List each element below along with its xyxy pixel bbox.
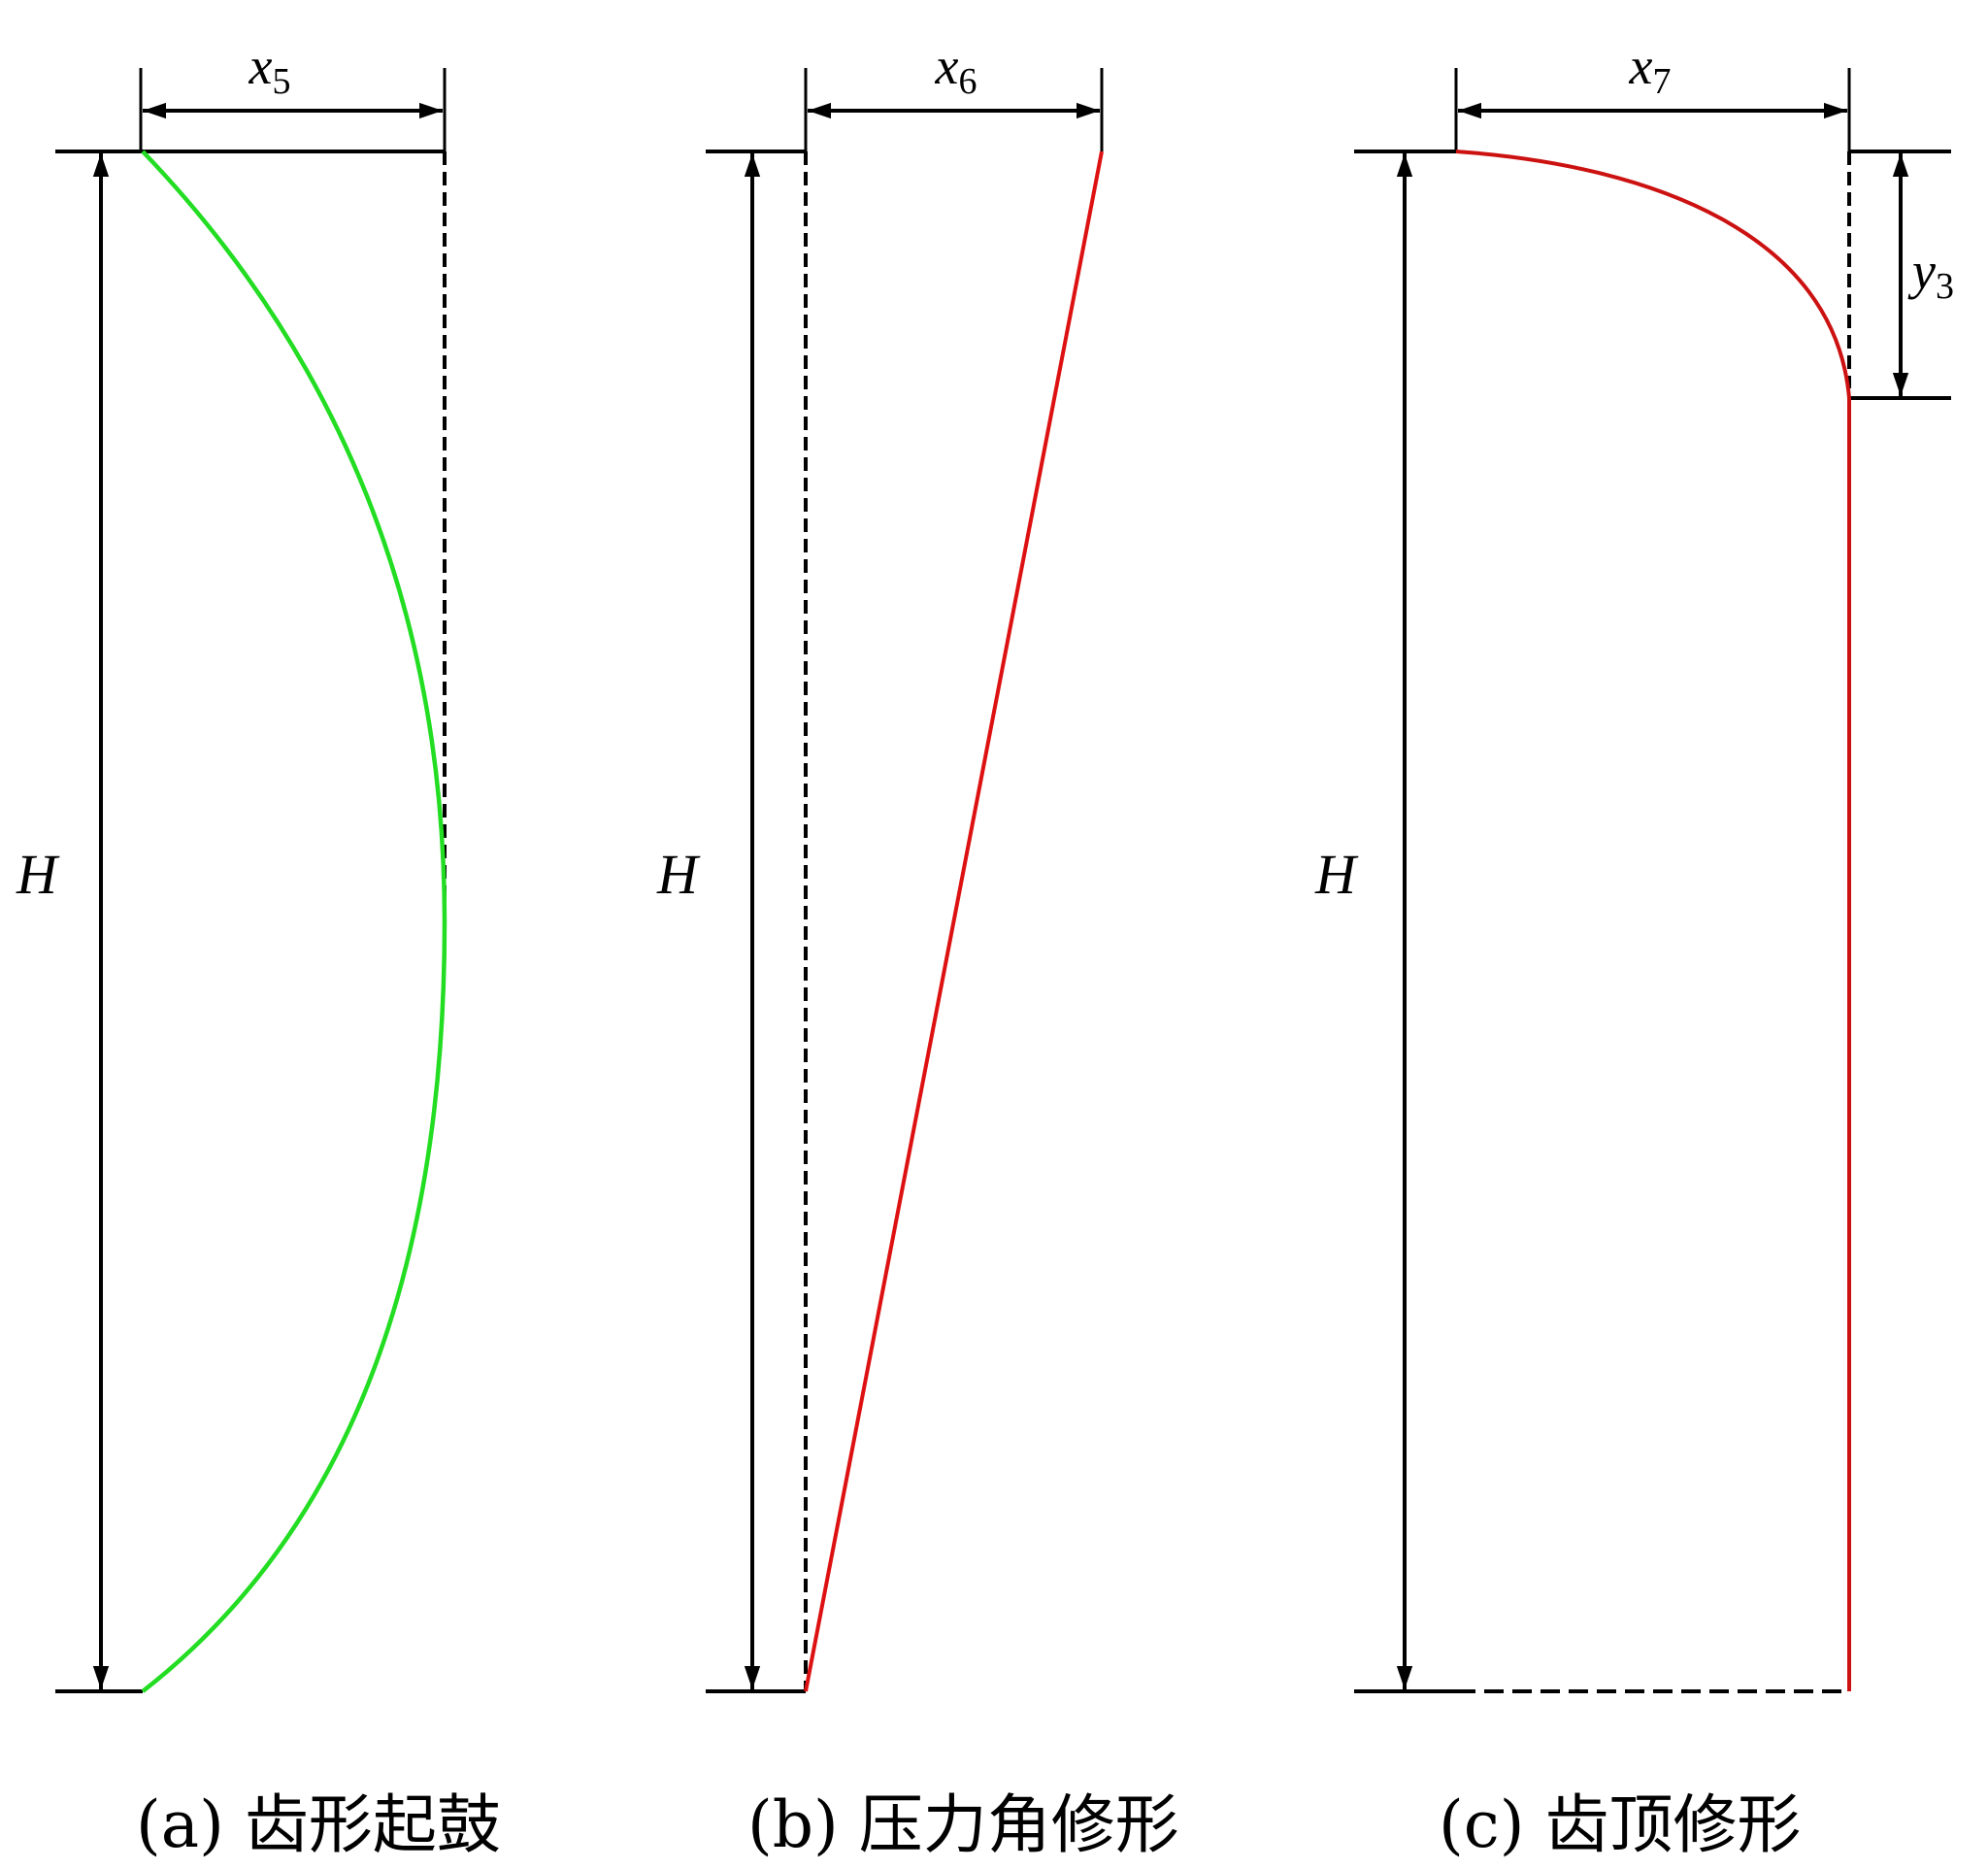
panel-c-tip-label: y3	[1907, 242, 1954, 307]
panel-a: x5 H (a) 齿形起鼓	[16, 37, 501, 1862]
panel-c: x7 y3 H (c) 齿顶修形	[1314, 37, 1954, 1862]
panel-a-caption: (a) 齿形起鼓	[136, 1787, 501, 1862]
panel-c-width-label: x7	[1629, 37, 1672, 102]
panel-c-caption: (c) 齿顶修形	[1439, 1787, 1801, 1862]
panel-b-caption: (b) 压力角修形	[747, 1787, 1179, 1862]
panel-b-width-label: x6	[935, 37, 977, 102]
panel-b: x6 H (b) 压力角修形	[656, 37, 1179, 1862]
panel-a-crowning-curve	[141, 150, 447, 1693]
panel-a-width-label: x5	[248, 37, 291, 102]
panel-b-height-label: H	[656, 843, 701, 906]
panel-c-tip-relief-curve	[1455, 150, 1851, 1691]
panel-c-height-label: H	[1314, 843, 1359, 906]
panel-a-height-label: H	[16, 843, 60, 906]
panel-b-pressure-angle-line	[804, 150, 1104, 1692]
